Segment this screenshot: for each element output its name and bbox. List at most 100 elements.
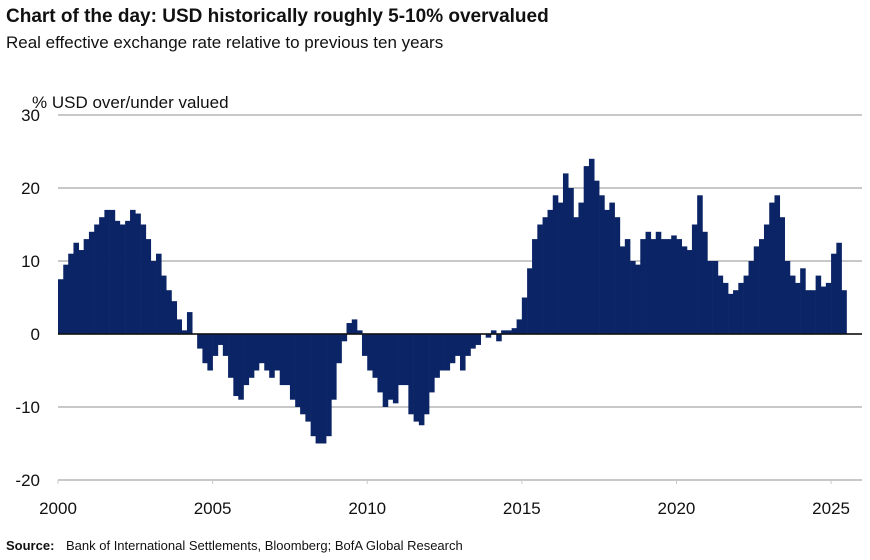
bar <box>284 334 291 386</box>
y-tick-label: 30 <box>21 106 40 125</box>
bar <box>820 286 827 334</box>
bar <box>624 239 631 334</box>
bar <box>527 268 533 334</box>
bar <box>202 334 208 364</box>
bar <box>573 217 580 334</box>
bar <box>717 275 724 334</box>
bar <box>341 334 348 342</box>
bar <box>320 334 327 444</box>
bar <box>186 312 193 334</box>
bar <box>104 209 110 334</box>
bar <box>748 261 755 334</box>
bar <box>475 334 482 345</box>
y-axis-label: % USD over/under valued <box>32 93 229 112</box>
bar <box>558 202 564 334</box>
bar <box>470 334 476 349</box>
bar <box>228 334 234 378</box>
bar <box>645 231 652 334</box>
bar <box>387 334 394 400</box>
bar <box>351 319 358 334</box>
bar <box>697 195 703 334</box>
bar <box>58 279 64 334</box>
bar <box>408 334 414 415</box>
bar <box>114 220 121 334</box>
bar <box>609 202 615 334</box>
bar <box>619 246 626 334</box>
bar <box>160 275 167 334</box>
bar <box>547 209 554 334</box>
bar <box>454 334 461 356</box>
bar <box>361 334 368 356</box>
bar <box>769 202 775 334</box>
bar <box>635 264 641 334</box>
x-tick-label: 2000 <box>39 499 77 518</box>
bar <box>599 195 605 334</box>
bar <box>78 250 85 334</box>
bar <box>841 290 847 334</box>
bar <box>68 253 74 334</box>
bar <box>733 290 739 334</box>
bar <box>259 334 265 364</box>
bar <box>135 213 141 334</box>
bar <box>253 334 260 371</box>
bar <box>640 239 646 334</box>
x-tick-label: 2025 <box>812 499 850 518</box>
source: Bank of International Settlements, Bloom… <box>66 538 463 553</box>
bar <box>449 334 456 364</box>
bar <box>537 224 543 334</box>
bar <box>331 334 337 400</box>
bar <box>836 242 842 334</box>
bar <box>805 290 811 334</box>
bar <box>511 328 518 334</box>
bar <box>516 319 523 334</box>
bar <box>94 224 100 334</box>
bar <box>568 188 574 334</box>
bar <box>650 239 657 334</box>
bar <box>166 290 172 334</box>
bar <box>289 334 296 400</box>
bar <box>429 334 435 393</box>
bar <box>794 282 801 334</box>
bar <box>243 334 250 386</box>
bar <box>269 334 275 378</box>
bar <box>83 239 90 334</box>
bar <box>418 334 425 426</box>
bar <box>367 334 373 371</box>
y-tick-label: 10 <box>21 252 40 271</box>
bar <box>423 334 430 415</box>
bar <box>392 334 399 404</box>
bar <box>490 330 497 334</box>
bar <box>661 239 667 334</box>
y-tick-label: 20 <box>21 179 40 198</box>
x-tick-label: 2015 <box>503 499 541 518</box>
bar <box>295 334 301 407</box>
bar <box>774 195 781 334</box>
bar <box>506 330 512 334</box>
bar <box>666 239 672 334</box>
bar <box>377 334 383 393</box>
bar <box>145 239 152 334</box>
bar <box>197 334 203 349</box>
bar <box>99 217 105 334</box>
bar <box>810 290 816 334</box>
bar <box>485 334 492 338</box>
bar <box>753 246 760 334</box>
chart-subtitle: Real effective exchange rate relative to… <box>6 33 443 52</box>
bar <box>274 334 281 371</box>
bar <box>562 173 569 334</box>
bar <box>130 209 136 334</box>
bar <box>496 334 502 342</box>
bar <box>403 334 409 386</box>
bar <box>593 180 600 334</box>
bar <box>681 246 688 334</box>
bar <box>789 275 796 334</box>
bar <box>542 217 549 334</box>
bar <box>279 334 286 386</box>
bar <box>521 297 528 334</box>
bar <box>604 209 610 334</box>
bar <box>264 334 270 371</box>
bar <box>552 195 559 334</box>
bar <box>671 235 677 334</box>
bar <box>578 202 584 334</box>
bar <box>109 209 116 334</box>
